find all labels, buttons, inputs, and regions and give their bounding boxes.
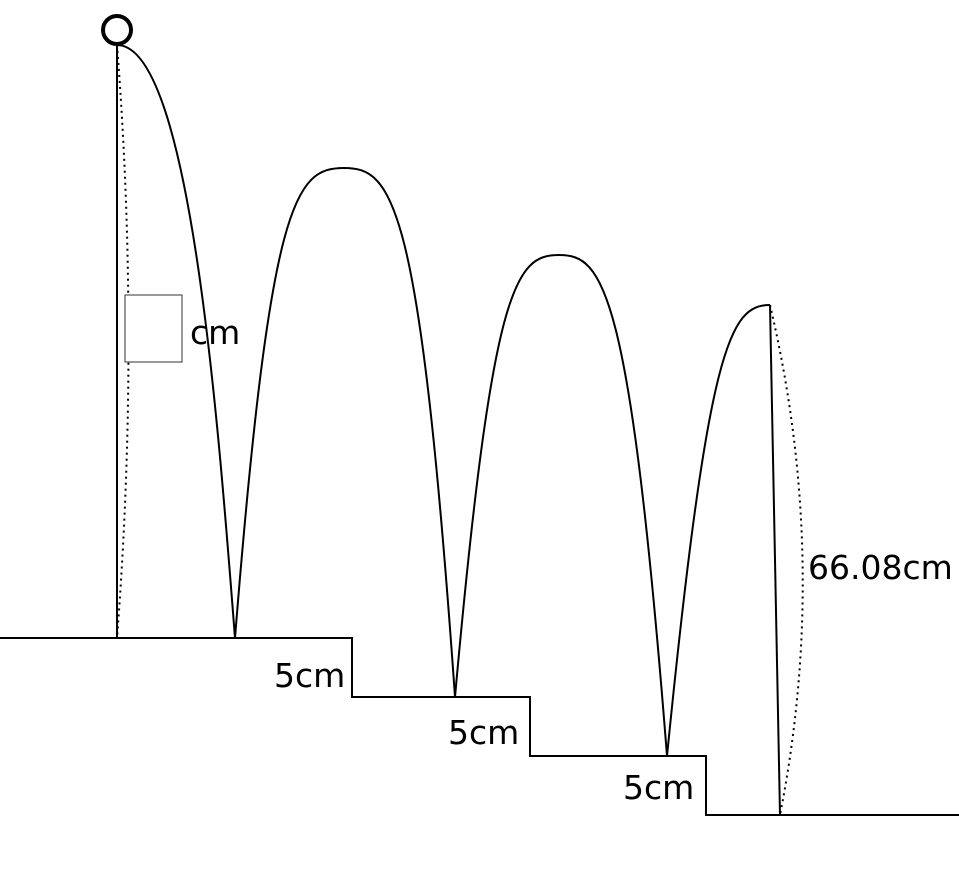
- final-height-label: 66.08cm: [808, 548, 953, 587]
- step-2-height-label: 5cm: [448, 713, 519, 752]
- bounce-trajectory-4: [666, 304, 771, 757]
- bounce-trajectory-1: [116, 44, 236, 639]
- bounce-trajectory-3: [454, 253, 668, 757]
- unknown-height-unit-label: cm: [190, 313, 240, 352]
- bounce-trajectory-2: [234, 166, 456, 698]
- final-height-line: [769, 304, 781, 816]
- step-1-height-label: 5cm: [274, 656, 345, 695]
- staircase-ground: [0, 637, 959, 816]
- unknown-height-answer-box[interactable]: [124, 294, 183, 363]
- ball: [101, 14, 133, 46]
- step-3-height-label: 5cm: [623, 768, 694, 807]
- initial-height-dotted-arc: [116, 44, 130, 639]
